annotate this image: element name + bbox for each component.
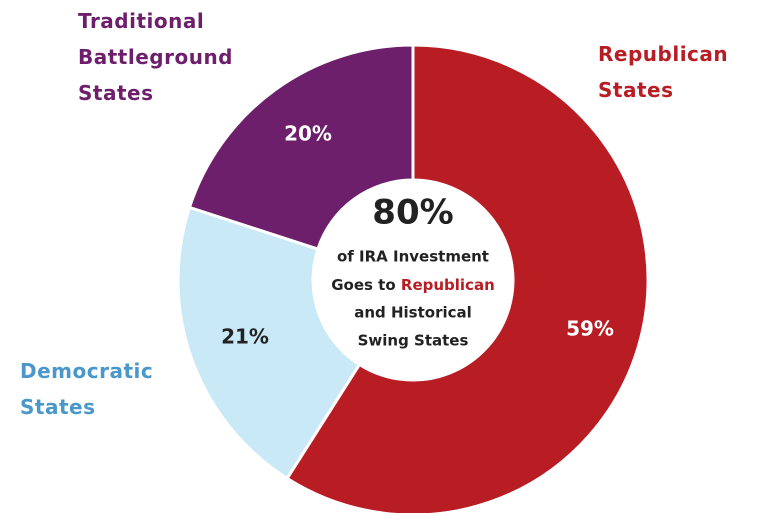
category-label-line: Republican xyxy=(598,42,728,66)
center-line: Goes to Republican xyxy=(331,276,495,294)
center-line: Swing States xyxy=(358,332,469,350)
value-label: 59% xyxy=(566,317,614,341)
center-headline: 80% xyxy=(372,193,453,233)
category-label-line: States xyxy=(598,78,674,102)
center-line: of IRA Investment xyxy=(337,248,489,266)
category-label-line: States xyxy=(20,395,96,419)
center-line: Goes to xyxy=(331,276,395,294)
category-label: Traditional Battleground States xyxy=(78,9,233,105)
center-highlight: Republican xyxy=(401,276,495,294)
category-label-line: Traditional xyxy=(78,9,204,33)
value-label: 21% xyxy=(221,325,269,349)
center-line: and Historical xyxy=(354,304,472,322)
category-label-line: Battleground xyxy=(78,45,233,69)
category-label-line: Democratic xyxy=(20,359,153,383)
value-label: 20% xyxy=(284,122,332,146)
slices xyxy=(176,43,650,513)
donut-slice xyxy=(187,43,415,251)
donut-slice xyxy=(176,205,362,481)
donut-slice xyxy=(285,43,650,513)
category-label: Republican States xyxy=(598,42,728,102)
category-label-line: States xyxy=(78,81,154,105)
category-label: Democratic States xyxy=(20,359,153,419)
